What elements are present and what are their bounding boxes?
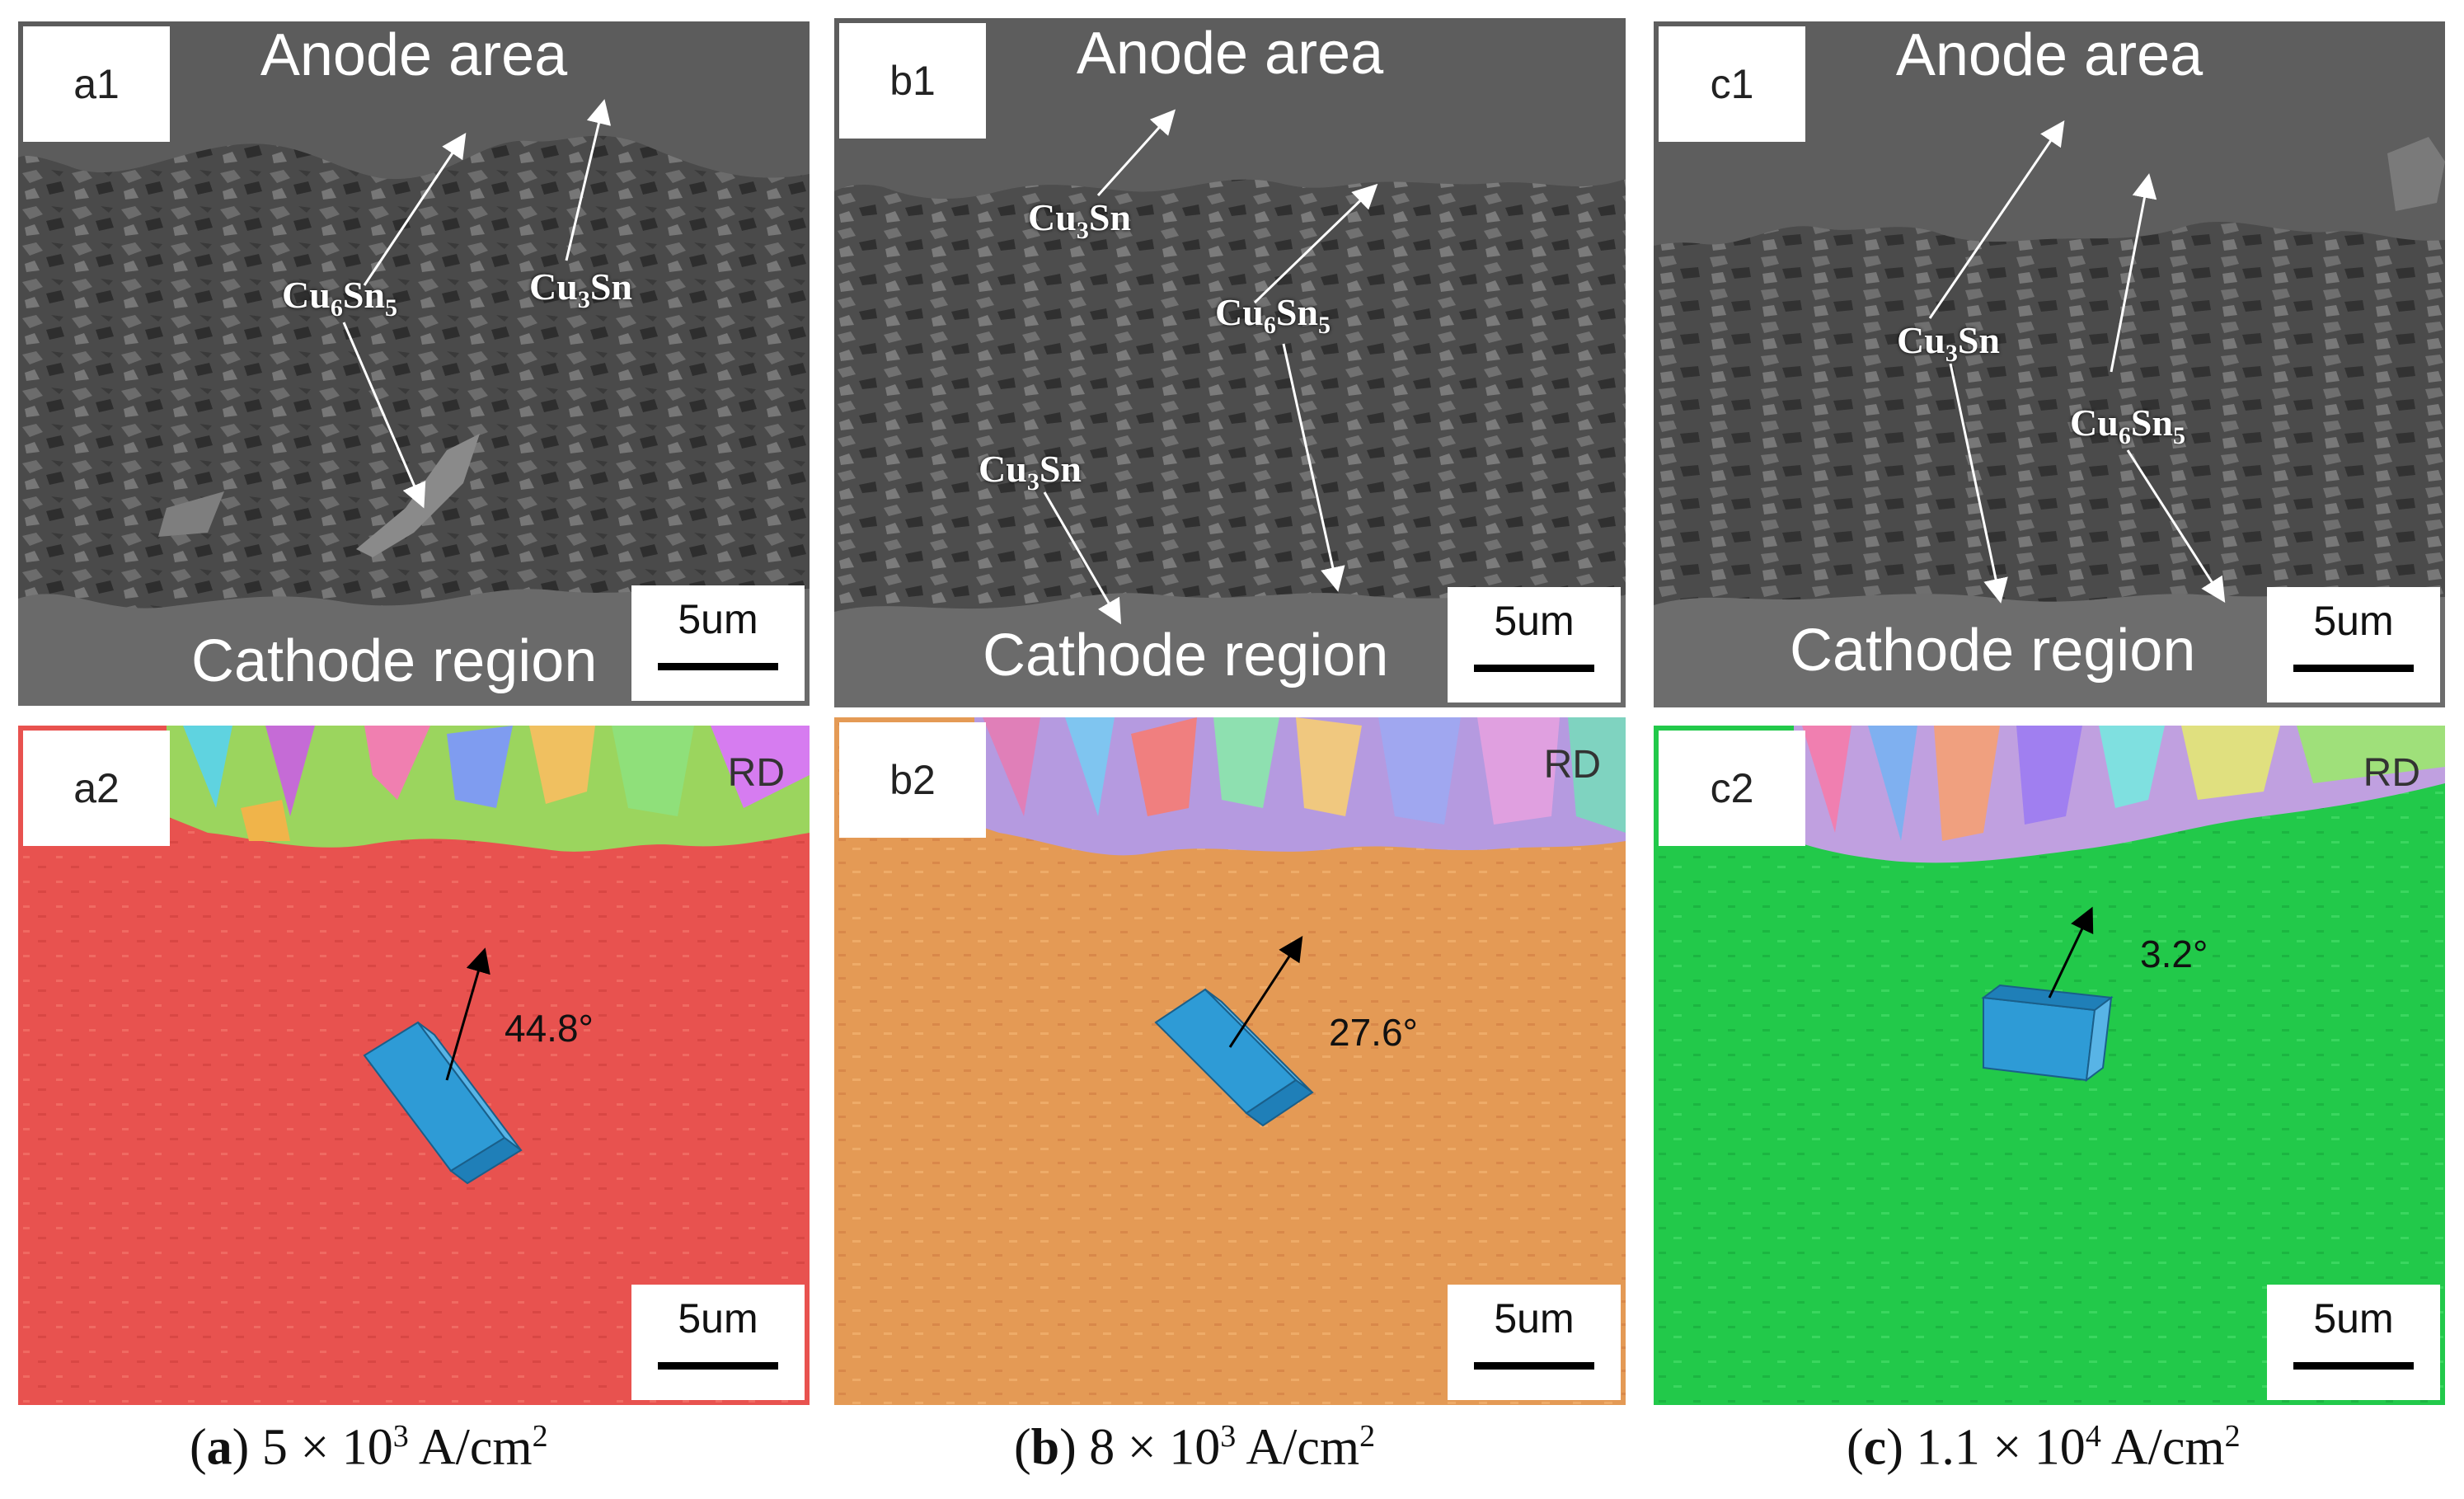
panel-label: b2: [839, 722, 986, 838]
crystal-orientation-overlay: [363, 947, 523, 1185]
phase-label-cu6sn5: Cu6Sn5: [2070, 402, 2185, 450]
panel-label: a2: [23, 731, 170, 846]
scale-bar-line: [658, 1362, 778, 1370]
panel-label: c2: [1659, 731, 1805, 846]
cathode-region-label: Cathode region: [983, 623, 1389, 688]
phase-label-cu3sn: Cu3Sn: [1028, 196, 1131, 245]
phase-label-cu3sn: Cu3Sn: [529, 265, 632, 314]
arrow-overlay: [1043, 109, 1378, 625]
panel-label: b1: [839, 23, 986, 139]
crystal-prism-icon: [363, 1021, 523, 1185]
panel-label: a1: [23, 26, 170, 142]
orientation-arrow: [1228, 935, 1303, 1048]
caption-a: (a) 5 × 103 A/cm2: [190, 1419, 548, 1476]
scale-bar: 5um: [1448, 587, 1621, 703]
scale-bar: 5um: [1448, 1285, 1621, 1400]
crystal-prism-icon: [1981, 984, 2114, 1083]
rd-label: RD: [1543, 743, 1601, 787]
phase-label-cu3sn: Cu3Sn: [1897, 319, 2000, 368]
anode-area-label: Anode area: [1895, 22, 2204, 88]
caption-b: (b) 8 × 103 A/cm2: [1014, 1419, 1376, 1476]
phase-label-cu6sn5: Cu6Sn5: [1215, 291, 1331, 340]
cathode-region-label: Cathode region: [1790, 618, 2196, 684]
tilt-angle-label: 44.8°: [505, 1007, 594, 1050]
arrow-overlay: [342, 99, 612, 509]
orientation-arrow: [2048, 906, 2094, 999]
scale-bar-label: 5um: [678, 596, 758, 642]
rd-label: RD: [2363, 751, 2420, 795]
scale-bar: 5um: [631, 585, 805, 701]
scale-bar-line: [2293, 665, 2414, 672]
caption-c: (c) 1.1 × 104 A/cm2: [1847, 1419, 2241, 1476]
scale-bar-line: [2293, 1362, 2414, 1370]
anode-area-label: Anode area: [1076, 21, 1384, 87]
scale-bar-line: [1474, 665, 1594, 672]
scale-bar-line: [658, 663, 778, 670]
phase-label-cu6sn5: Cu6Sn5: [282, 274, 397, 322]
arrow-overlay: [1928, 120, 2226, 604]
crystal-orientation-overlay: [1981, 906, 2114, 1083]
anode-area-label: Anode area: [260, 22, 568, 88]
scale-bar-label: 5um: [2313, 1295, 2394, 1342]
sem-panel-a1: a1 Anode area Cathode region Cu6Sn5 Cu3S…: [18, 21, 810, 706]
crystal-orientation-overlay: [1154, 935, 1314, 1127]
scale-bar-line: [1474, 1362, 1594, 1370]
ebsd-panel-a2: a2 RD 44.8° 5um: [18, 726, 810, 1405]
scale-bar: 5um: [2267, 587, 2440, 703]
scale-bar-label: 5um: [1494, 1295, 1575, 1342]
tilt-angle-label: 27.6°: [1329, 1011, 1418, 1054]
sem-panel-b1: b1 Anode area Cathode region Cu3Sn Cu6Sn…: [834, 18, 1626, 707]
scale-bar: 5um: [2267, 1285, 2440, 1400]
scale-bar-label: 5um: [678, 1295, 758, 1342]
cathode-region-label: Cathode region: [191, 628, 598, 694]
crystal-prism-icon: [1154, 988, 1314, 1127]
tilt-angle-label: 3.2°: [2140, 933, 2208, 975]
orientation-arrow: [445, 947, 490, 1081]
ebsd-panel-c2: c2 RD 3.2° 5um: [1654, 726, 2445, 1405]
ebsd-panel-b2: b2 RD 27.6° 5um: [834, 717, 1626, 1405]
sem-panel-c1: c1 Anode area Cathode region Cu3Sn Cu6Sn…: [1654, 21, 2445, 707]
panel-label: c1: [1659, 26, 1805, 142]
scale-bar-label: 5um: [1494, 598, 1575, 644]
phase-label-cu3sn: Cu3Sn: [979, 448, 1082, 496]
scale-bar: 5um: [631, 1285, 805, 1400]
rd-label: RD: [727, 751, 785, 795]
sem-image-a1: [18, 21, 810, 706]
scale-bar-label: 5um: [2313, 598, 2394, 644]
